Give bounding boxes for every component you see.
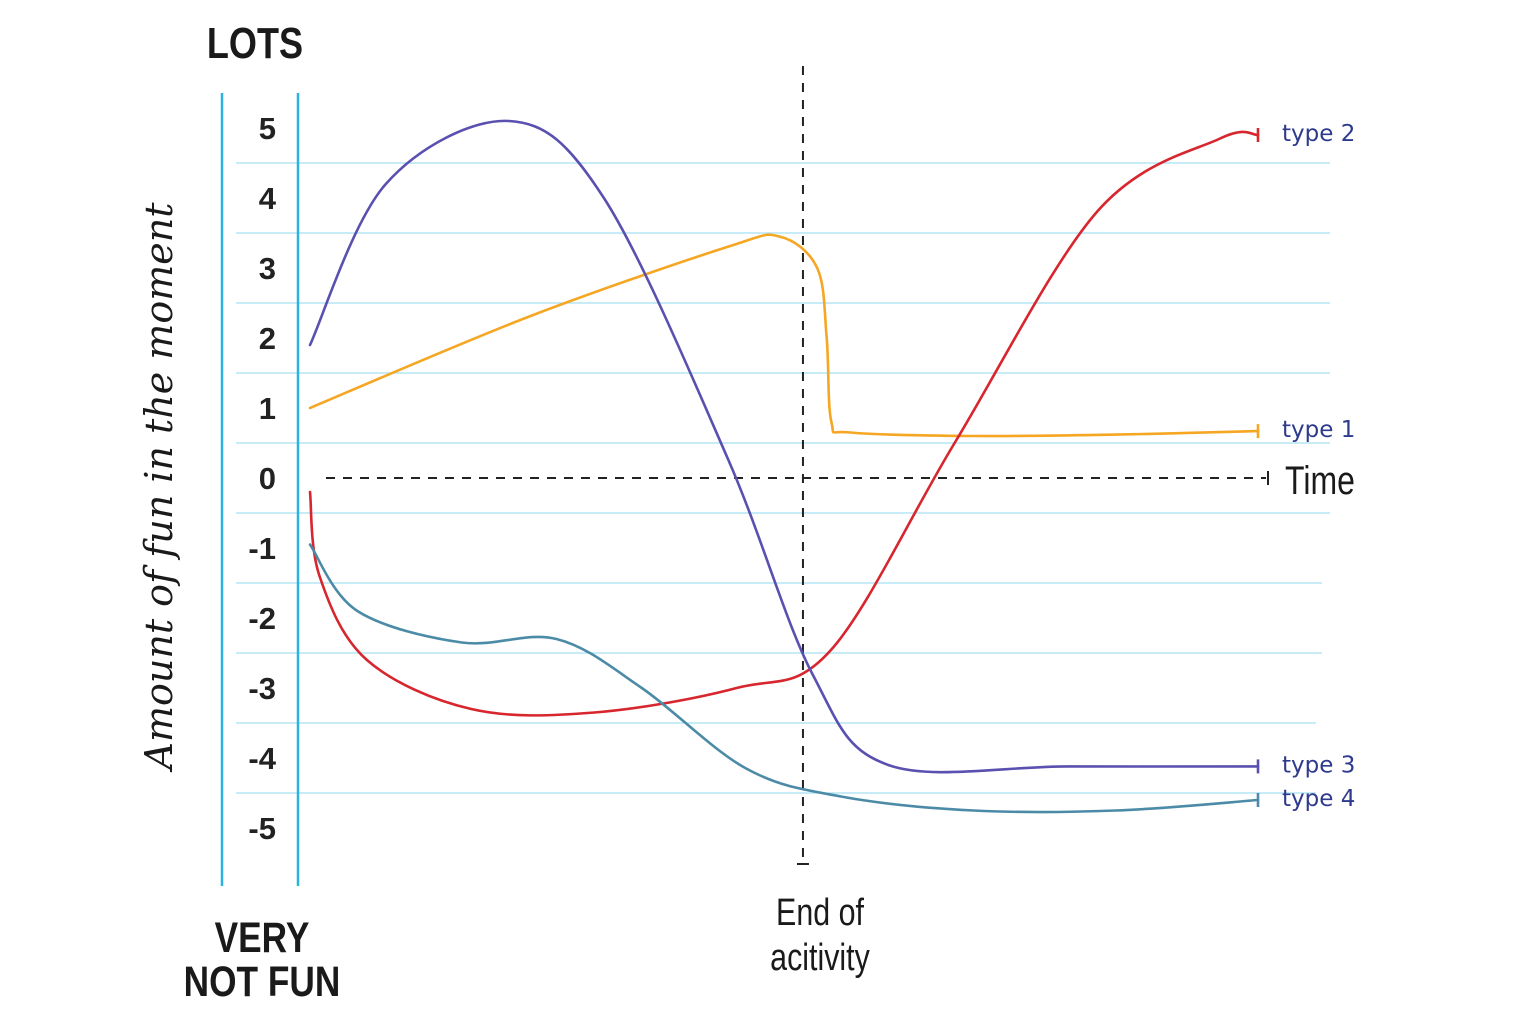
series-label-4: type 4 [1282, 786, 1355, 812]
x-axis-label: Time [1285, 458, 1355, 503]
series-line-3 [308, 119, 1260, 774]
series-label-1: type 1 [1282, 417, 1355, 443]
series-line-4 [308, 543, 1260, 814]
gridlines [236, 162, 1330, 794]
end-of-activity-label-line-1: End of [776, 892, 864, 934]
y-tick-labels: 5 4 3 2 1 0 -1 -2 -3 -4 -5 [248, 111, 276, 846]
y-tick-label: 0 [259, 461, 276, 496]
series-line-2 [308, 130, 1260, 717]
y-tick-label: -3 [248, 671, 276, 706]
y-tick-label: -1 [248, 531, 276, 566]
series-line-1 [308, 233, 1260, 438]
y-tick-label: -4 [248, 741, 276, 776]
y-tick-label: 1 [259, 391, 276, 426]
y-tick-label: 4 [259, 181, 277, 216]
y-tick-label: -2 [248, 601, 276, 636]
series-label-3: type 3 [1282, 752, 1355, 778]
y-tick-label: 2 [259, 321, 276, 356]
y-tick-label: 3 [259, 251, 276, 286]
y-axis-label: Amount of fun in the moment [137, 202, 181, 773]
bottom-label-line-1: VERY [215, 914, 310, 962]
bottom-label-line-2: NOT FUN [184, 958, 341, 1006]
y-tick-label: -5 [248, 811, 276, 846]
axes [326, 66, 1269, 865]
series-labels: type 1 type 2 type 3 type 4 [1282, 121, 1355, 812]
series-label-2: type 2 [1282, 121, 1355, 147]
end-of-activity-label-line-2: acitivity [770, 937, 870, 979]
top-label: LOTS [207, 19, 303, 68]
series-lines [308, 119, 1260, 814]
y-tick-label: 5 [259, 111, 276, 146]
